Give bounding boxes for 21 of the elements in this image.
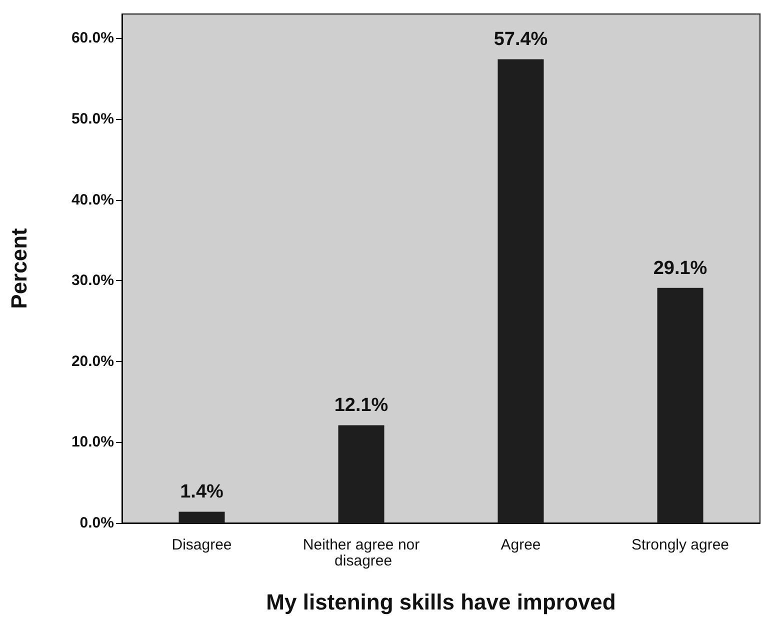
x-tick-label: Strongly agree [631,536,730,554]
data-label: 29.1% [653,258,708,279]
y-tick-label: 40.0% [71,191,114,208]
y-tick-label: 60.0% [71,30,114,47]
bar [338,425,384,523]
bar [498,59,544,523]
bar [178,512,225,523]
data-label: 12.1% [334,395,388,416]
data-label: 57.4% [494,29,548,50]
y-tick-label: 20.0% [71,352,114,370]
y-axis-title: Percent [6,227,32,309]
data-label: 1.4% [180,482,224,503]
bar [657,288,704,523]
y-tick-label: 30.0% [71,272,114,290]
y-tick-label: 10.0% [71,434,114,451]
x-axis-title: My listening skills have improved [266,590,616,614]
y-tick-label: 0.0% [80,514,114,532]
x-tick-label: Agree [500,536,541,554]
x-tick-label: Disagree [172,536,232,554]
y-tick-label: 50.0% [71,110,114,128]
x-tick-label: Neither agree nor disagree [302,536,420,570]
